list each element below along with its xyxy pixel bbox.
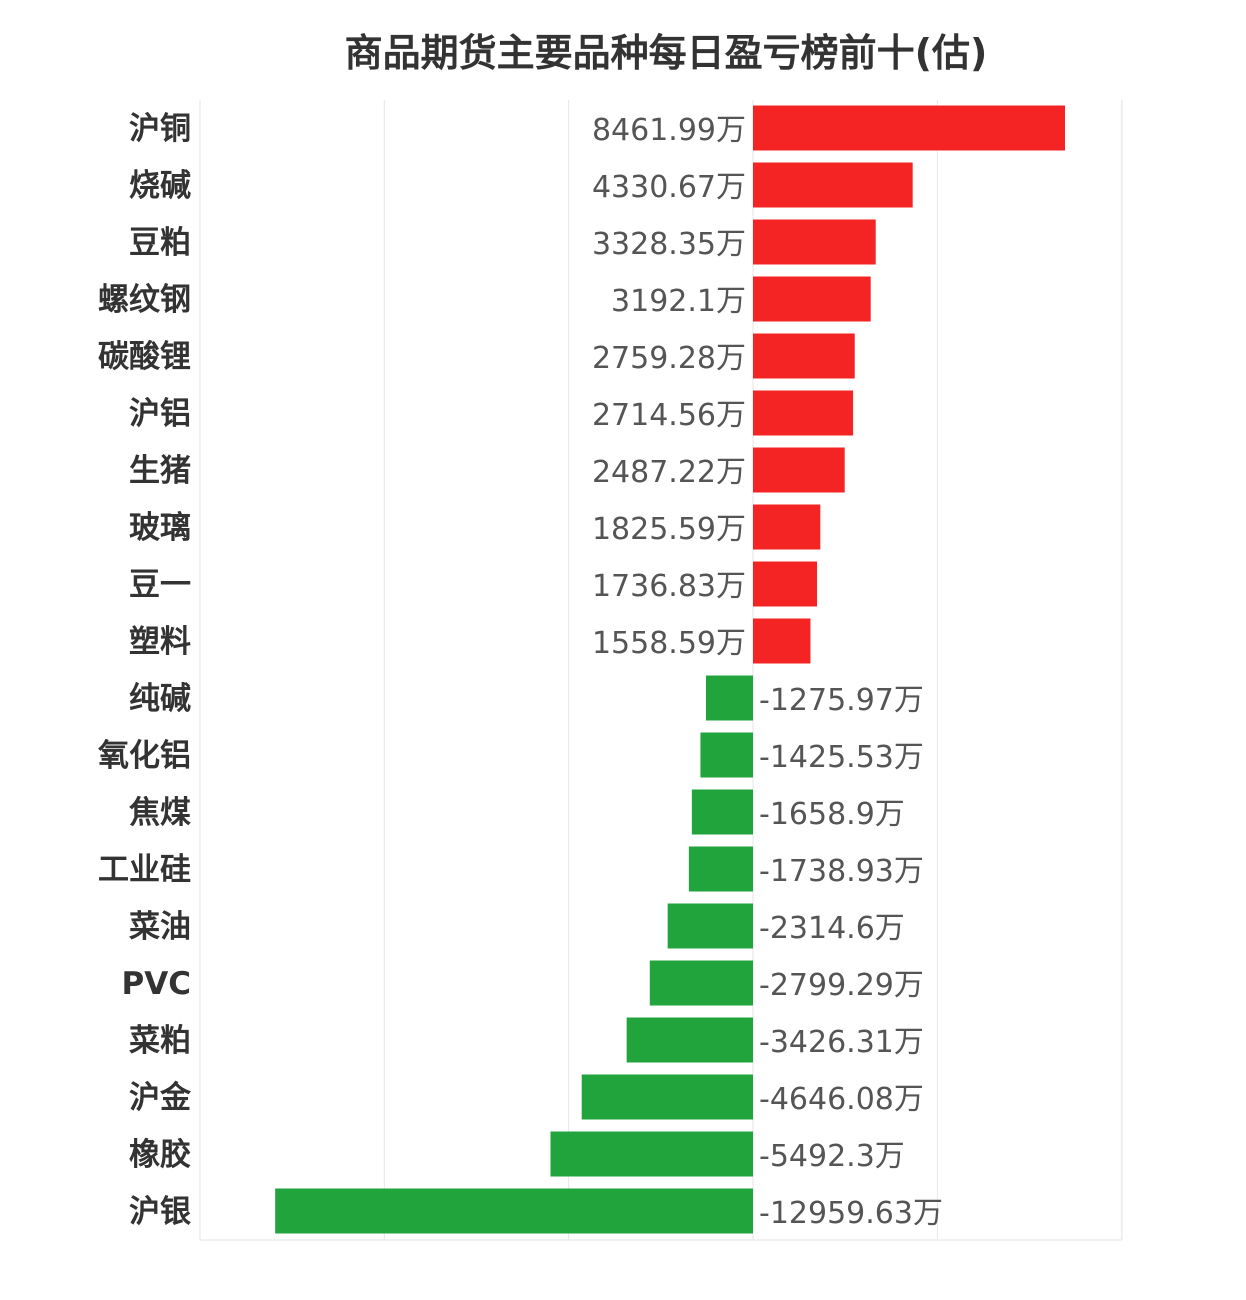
category-label: 橡胶 [129,1137,191,1173]
category-label: 塑料 [129,624,191,660]
value-label: 4330.67万 [592,170,746,205]
bar [581,1074,753,1120]
value-label: 2487.22万 [592,455,746,490]
category-label: 菜油 [129,909,191,945]
category-label: 沪金 [129,1080,192,1116]
value-label: -12959.63万 [759,1196,943,1231]
bar [705,675,753,721]
chart-title: 商品期货主要品种每日盈亏榜前十(估) [344,31,988,75]
grid-lines [199,100,1123,1241]
value-label: -1658.9万 [759,797,905,832]
bar [753,333,855,379]
category-label: PVC [122,966,191,1002]
category-label: 沪银 [129,1194,191,1230]
value-label: 1825.59万 [592,512,746,547]
value-label: 2759.28万 [592,341,746,376]
value-label: -1275.97万 [759,683,924,718]
value-label: 3192.1万 [611,284,746,319]
bar [691,789,753,835]
bar [753,390,854,436]
value-label: -2314.6万 [759,911,905,946]
category-label: 玻璃 [129,510,191,546]
bar [649,960,753,1006]
category-label: 豆一 [129,567,191,603]
bar [550,1131,753,1177]
bar [700,732,753,778]
category-label: 烧碱 [129,168,191,204]
value-label: -5492.3万 [759,1139,905,1174]
category-label: 豆粕 [129,225,191,261]
value-label: -2799.29万 [759,968,924,1003]
category-label: 螺纹钢 [98,282,191,318]
bar [753,162,913,208]
bar [753,561,818,607]
bar [753,219,876,265]
category-label: 工业硅 [98,852,191,888]
bar [275,1188,753,1234]
bar [626,1017,753,1063]
bar [667,903,753,949]
category-label: 纯碱 [129,681,191,717]
value-label: -3426.31万 [759,1025,924,1060]
bar [753,105,1065,151]
value-label: 2714.56万 [592,398,746,433]
bars [275,105,1065,1234]
value-label: -1425.53万 [759,740,924,775]
category-label: 生猪 [129,453,191,489]
value-label: 3328.35万 [592,227,746,262]
value-label: -1738.93万 [759,854,924,889]
category-label: 菜粕 [129,1023,191,1059]
bar [753,504,821,550]
category-label: 碳酸锂 [98,339,191,375]
category-label: 焦煤 [129,795,191,831]
value-label: -4646.08万 [759,1082,924,1117]
bar [753,618,811,664]
category-label: 氧化铝 [98,738,191,774]
value-label: 1558.59万 [592,626,746,661]
value-label: 8461.99万 [592,113,746,148]
bar [753,276,871,322]
bar [753,447,845,493]
category-label: 沪铜 [129,111,191,147]
category-label: 沪铝 [129,396,191,432]
value-label: 1736.83万 [592,569,746,604]
bar [688,846,753,892]
